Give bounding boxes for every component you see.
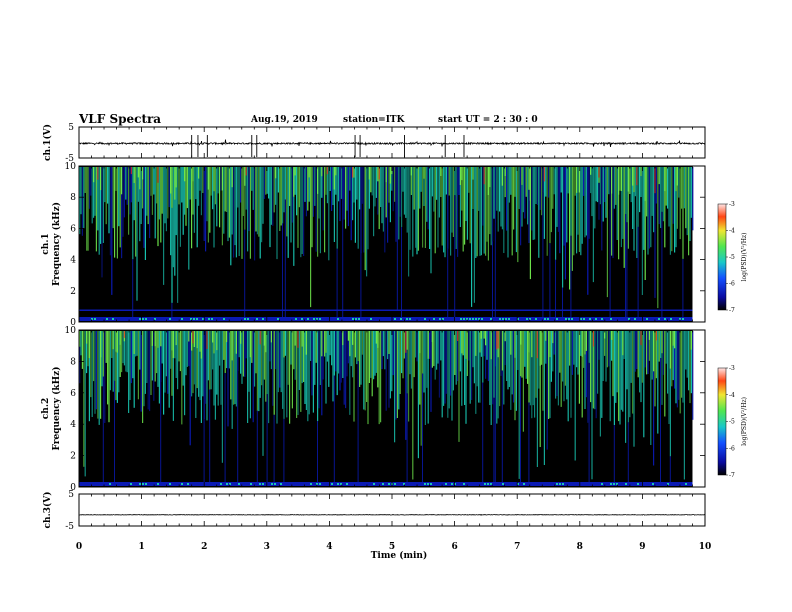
y-tick-label: 5 [68,123,74,133]
colorbar [717,203,727,311]
x-tick-label: 9 [639,542,645,552]
series-trace [78,513,705,516]
x-tick-label: 5 [389,542,395,552]
y-axis-label: ch.1(V) [42,124,53,161]
station-label: station=ITK [343,115,405,125]
x-tick-label: 10 [699,542,712,552]
date-label: Aug.19, 2019 [251,115,318,125]
y-tick-label: 2 [70,287,76,297]
colorbar-tick-label: -7 [729,307,735,314]
colorbar-tick-label: -6 [729,281,735,288]
y-tick-label: -5 [65,522,74,532]
y-tick-label: 10 [65,326,77,336]
x-tick-label: 1 [138,542,144,552]
x-tick-label: 8 [577,542,583,552]
time-series-panel-0 [79,135,706,157]
spectrogram-2: -3 -4 -5 -6 -7 log(PSD)(V²/Hz) [79,330,748,487]
spectrogram-1: -3 -4 -5 -6 -7 log(PSD)(V²/Hz) [79,166,748,322]
colorbar-tick-label: -3 [729,201,735,208]
colorbar-tick-label: -5 [729,254,735,261]
y-tick-label: 0 [70,483,76,493]
y-axis-label: ch.3(V) [42,492,53,529]
y-axis-label-frequency: Frequency (kHz) [51,366,62,450]
low-frequency-band [79,482,693,486]
colorbar [717,367,727,476]
x-tick-label: 7 [514,542,520,552]
y-tick-label: 6 [70,224,76,234]
y-tick-label: 5 [68,490,74,500]
y-tick-label: 8 [70,357,76,367]
start-time-label: start UT = 2 : 30 : 0 [438,115,538,125]
x-tick-label: 0 [76,542,82,552]
time-series-panel-3 [78,513,705,516]
x-tick-label: 2 [201,542,207,552]
y-axis-label-channel: ch.2 [41,398,51,419]
low-frequency-band [79,317,693,321]
chart-title: VLF Spectra [79,112,162,126]
y-axis-label-channel: ch.1 [41,233,51,254]
colorbar-tick-label: -7 [729,472,735,479]
colorbar-tick-label: -3 [729,365,735,372]
y-tick-label: -5 [65,154,74,164]
x-tick-label: 3 [264,542,270,552]
y-axis-label-frequency: Frequency (kHz) [51,202,62,286]
x-tick-label: 4 [326,542,332,552]
y-tick-label: 0 [70,318,76,328]
colorbar-tick-label: -4 [729,228,735,235]
colorbar-label: log(PSD)(V²/Hz) [741,233,748,282]
x-axis-label: Time (min) [371,550,428,561]
colorbar-label: log(PSD)(V²/Hz) [741,397,748,446]
series-trace [79,139,706,147]
y-tick-label: 8 [70,193,76,203]
x-tick-label: 6 [451,542,457,552]
colorbar-tick-label: -4 [729,392,735,399]
colorbar-tick-label: -5 [729,419,735,426]
y-tick-label: 4 [70,420,76,430]
y-tick-label: 2 [70,452,76,462]
colorbar-tick-label: -6 [729,445,735,452]
y-tick-label: 6 [70,389,76,399]
y-tick-label: 10 [65,162,77,172]
y-tick-label: 4 [70,256,76,266]
